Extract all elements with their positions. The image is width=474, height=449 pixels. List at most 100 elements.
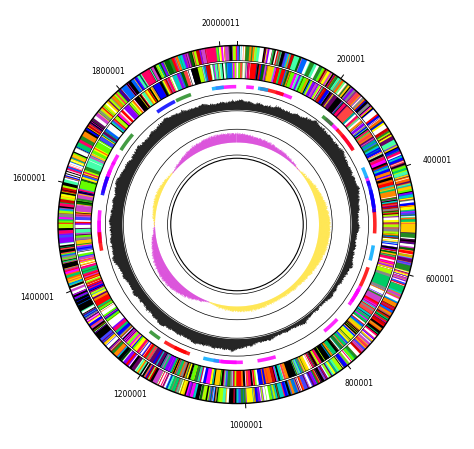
Polygon shape [382, 242, 398, 247]
Polygon shape [180, 161, 182, 163]
Polygon shape [262, 386, 270, 401]
Polygon shape [301, 275, 306, 279]
Polygon shape [363, 324, 379, 339]
Polygon shape [165, 179, 168, 181]
Polygon shape [274, 383, 280, 399]
Polygon shape [172, 282, 179, 289]
Polygon shape [273, 146, 275, 151]
Polygon shape [184, 381, 193, 397]
Polygon shape [255, 304, 256, 310]
Polygon shape [154, 210, 156, 211]
Polygon shape [308, 265, 314, 269]
Polygon shape [160, 187, 164, 189]
Polygon shape [83, 272, 101, 285]
Polygon shape [243, 134, 244, 143]
Polygon shape [246, 134, 247, 143]
Polygon shape [383, 235, 399, 239]
Polygon shape [196, 145, 200, 152]
Polygon shape [162, 185, 164, 187]
Polygon shape [134, 94, 150, 112]
Polygon shape [190, 150, 193, 155]
Polygon shape [173, 283, 180, 290]
Polygon shape [58, 229, 73, 234]
Polygon shape [141, 69, 156, 86]
Polygon shape [348, 343, 361, 356]
Polygon shape [211, 369, 214, 384]
Polygon shape [278, 383, 284, 398]
Polygon shape [153, 209, 156, 210]
Polygon shape [313, 255, 321, 259]
Polygon shape [261, 140, 264, 146]
Polygon shape [81, 265, 98, 274]
Polygon shape [276, 296, 278, 300]
Text: 1000001: 1000001 [229, 421, 264, 430]
Polygon shape [94, 147, 109, 156]
Polygon shape [223, 305, 224, 309]
Polygon shape [156, 263, 165, 268]
Polygon shape [318, 367, 326, 380]
Polygon shape [393, 170, 408, 176]
Polygon shape [368, 154, 385, 165]
Polygon shape [66, 171, 81, 176]
Polygon shape [232, 62, 237, 79]
Polygon shape [76, 296, 90, 304]
Polygon shape [105, 128, 120, 140]
Polygon shape [400, 238, 415, 244]
Polygon shape [316, 248, 325, 251]
Polygon shape [249, 136, 251, 144]
Polygon shape [255, 137, 256, 145]
Polygon shape [302, 174, 303, 175]
Polygon shape [242, 306, 243, 311]
Polygon shape [294, 283, 298, 286]
Polygon shape [216, 304, 217, 306]
Polygon shape [309, 351, 318, 365]
Polygon shape [291, 286, 294, 291]
Polygon shape [316, 246, 326, 249]
Polygon shape [255, 64, 259, 80]
Polygon shape [225, 306, 226, 309]
Polygon shape [66, 170, 81, 175]
Polygon shape [67, 277, 82, 282]
Polygon shape [276, 149, 278, 153]
Polygon shape [318, 210, 327, 212]
Polygon shape [369, 157, 386, 168]
Polygon shape [159, 188, 163, 189]
Polygon shape [353, 126, 366, 136]
Polygon shape [298, 376, 304, 391]
Polygon shape [315, 250, 325, 254]
Polygon shape [310, 262, 317, 266]
Polygon shape [156, 195, 160, 197]
Polygon shape [139, 89, 156, 109]
Text: 800001: 800001 [344, 379, 374, 388]
Polygon shape [212, 303, 213, 304]
Polygon shape [152, 242, 157, 244]
Polygon shape [270, 299, 272, 303]
Polygon shape [77, 249, 93, 253]
Polygon shape [260, 303, 262, 308]
Polygon shape [196, 145, 199, 152]
Polygon shape [215, 137, 218, 145]
Polygon shape [301, 277, 305, 280]
Polygon shape [206, 47, 219, 63]
Polygon shape [314, 194, 321, 197]
Polygon shape [315, 250, 326, 253]
Polygon shape [98, 231, 102, 243]
Polygon shape [213, 303, 214, 304]
Polygon shape [230, 306, 231, 311]
Polygon shape [343, 88, 354, 101]
Polygon shape [170, 280, 177, 287]
Polygon shape [214, 136, 217, 145]
Polygon shape [379, 297, 398, 315]
Polygon shape [81, 180, 97, 185]
Polygon shape [260, 87, 284, 97]
Polygon shape [182, 289, 186, 294]
Polygon shape [292, 285, 296, 290]
Polygon shape [318, 208, 327, 210]
Polygon shape [86, 313, 100, 322]
Polygon shape [307, 267, 313, 271]
Polygon shape [283, 154, 285, 157]
Polygon shape [158, 191, 161, 193]
Polygon shape [290, 287, 292, 291]
Polygon shape [228, 63, 230, 79]
Polygon shape [255, 387, 258, 402]
